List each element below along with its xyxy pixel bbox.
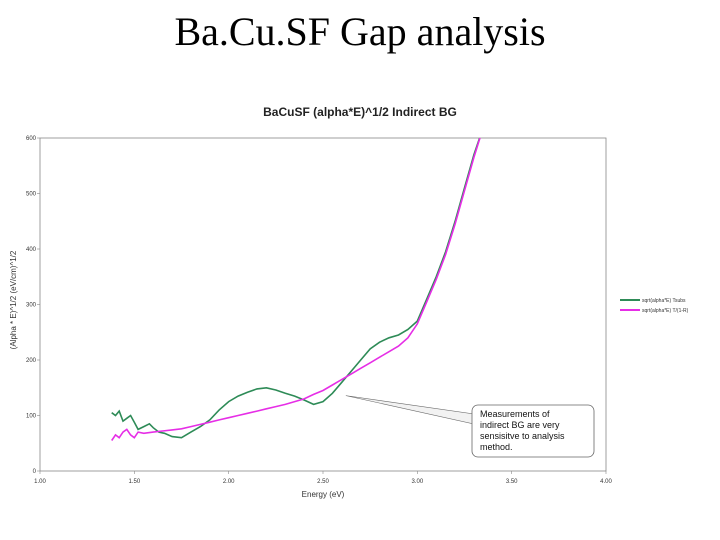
series-line-0 (111, 138, 481, 439)
callout-text-line: method. (480, 442, 513, 452)
x-tick-label: 1.50 (128, 479, 140, 485)
slide-title: Ba.Cu.SF Gap analysis (174, 9, 546, 54)
x-tick-label: 2.50 (317, 479, 329, 485)
legend-label: sqrt(alpha*E) T/(1-R) (642, 308, 689, 314)
y-axis-label: (Alpha * E)^1/2 (eV/cm)^1/2 (9, 250, 18, 349)
callout-text-line: sensisitve to analysis (480, 431, 565, 441)
x-tick-label: 3.50 (506, 479, 518, 485)
x-tick-label: 2.00 (223, 479, 235, 485)
callout-text-line: indirect BG are very (480, 420, 560, 430)
y-tick-label: 300 (26, 303, 37, 309)
y-tick-label: 0 (33, 469, 37, 475)
legend-label: sqrt(alpha*E) Tsubs (642, 298, 686, 304)
y-tick-label: 200 (26, 358, 37, 364)
x-tick-label: 3.00 (411, 479, 423, 485)
y-tick-label: 600 (26, 136, 37, 142)
y-tick-label: 500 (26, 192, 37, 198)
x-tick-label: 1.00 (34, 479, 46, 485)
y-tick-label: 100 (26, 414, 37, 420)
x-axis-label: Energy (eV) (302, 490, 345, 499)
callout-text-line: Measurements of (480, 409, 550, 419)
callout-box (471, 404, 595, 458)
chart-title: BaCuSF (alpha*E)^1/2 Indirect BG (263, 105, 457, 119)
x-tick-label: 4.00 (600, 479, 612, 485)
y-tick-label: 400 (26, 247, 37, 253)
series-line-1 (111, 138, 481, 441)
